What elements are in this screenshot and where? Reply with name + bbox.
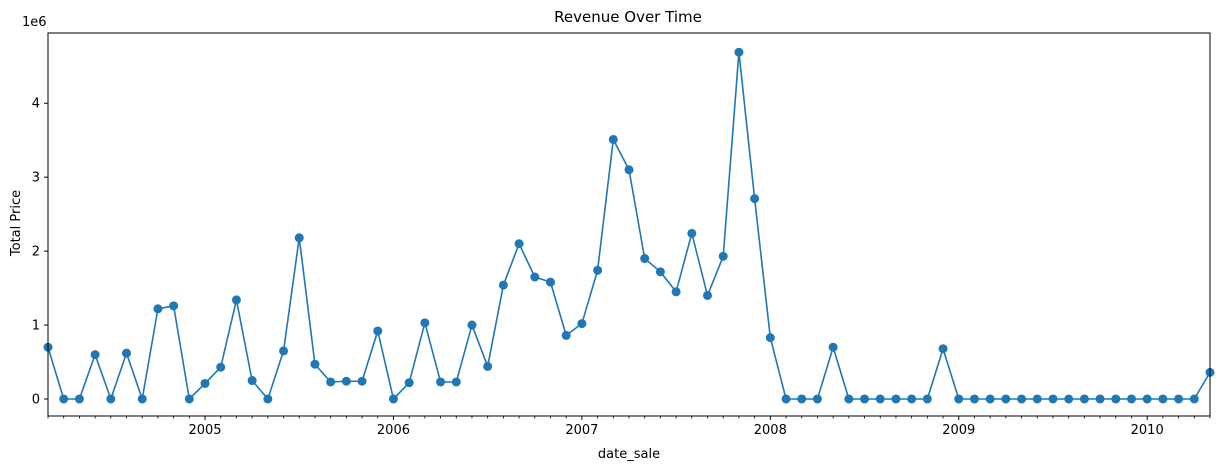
data-point <box>326 377 336 387</box>
x-axis-ticks: 2005 2006 2007 2008 2009 2010 <box>47 416 1211 438</box>
data-point <box>907 394 917 404</box>
data-point <box>59 394 69 404</box>
plot-area <box>43 47 1215 404</box>
data-point <box>231 295 241 305</box>
x-tick-label: 2010 <box>1131 423 1164 438</box>
data-point <box>734 47 744 57</box>
y-tick-label: 4 <box>32 97 40 112</box>
data-point <box>1189 394 1199 404</box>
data-point <box>1079 394 1089 404</box>
data-point <box>388 394 398 404</box>
data-point <box>1174 394 1184 404</box>
data-point <box>137 394 147 404</box>
x-tick-label: 2009 <box>942 423 975 438</box>
data-point <box>954 394 964 404</box>
data-point <box>498 280 508 290</box>
data-point <box>436 377 446 387</box>
data-point <box>891 394 901 404</box>
data-point <box>781 394 791 404</box>
data-point <box>74 394 84 404</box>
data-point <box>341 376 351 386</box>
data-point <box>655 267 665 277</box>
data-point <box>467 320 477 330</box>
data-point <box>860 394 870 404</box>
data-point <box>577 319 587 329</box>
data-point <box>844 394 854 404</box>
data-point <box>985 394 995 404</box>
data-point <box>1017 394 1027 404</box>
data-point <box>153 304 163 314</box>
data-point <box>514 239 524 249</box>
data-point <box>1126 394 1136 404</box>
plot-frame <box>47 32 1211 417</box>
data-point <box>1048 394 1058 404</box>
data-point <box>671 287 681 297</box>
data-point <box>1158 394 1168 404</box>
data-point <box>373 326 383 336</box>
data-point <box>263 394 273 404</box>
data-point <box>938 344 948 354</box>
data-point <box>1064 394 1074 404</box>
data-point <box>451 377 461 387</box>
data-point <box>640 254 650 264</box>
data-point <box>90 350 100 360</box>
data-point <box>1095 394 1105 404</box>
y-tick-label: 3 <box>32 171 40 186</box>
data-point <box>561 330 571 340</box>
data-point <box>718 251 728 261</box>
data-point <box>750 194 760 204</box>
data-point <box>420 318 430 328</box>
data-point <box>624 165 634 175</box>
x-tick-label: 2005 <box>188 423 221 438</box>
data-point <box>483 361 493 371</box>
data-point <box>1142 394 1152 404</box>
data-point <box>294 233 304 243</box>
y-tick-label: 1 <box>32 319 40 334</box>
data-point <box>1032 394 1042 404</box>
data-point <box>922 394 932 404</box>
data-point <box>593 265 603 275</box>
data-point <box>310 359 320 369</box>
chart-title: Revenue Over Time <box>554 8 702 26</box>
data-point <box>169 301 179 311</box>
x-tick-label: 2008 <box>754 423 787 438</box>
data-point <box>200 378 210 388</box>
x-axis-label: date_sale <box>598 447 660 462</box>
data-point <box>530 272 540 282</box>
data-point <box>969 394 979 404</box>
data-point <box>765 333 775 343</box>
y-axis-ticks: 0 1 2 3 4 <box>32 97 48 407</box>
data-point <box>687 228 697 238</box>
data-point <box>545 277 555 287</box>
series-line <box>47 52 1211 402</box>
y-tick-label: 0 <box>32 392 40 407</box>
data-point <box>828 342 838 352</box>
y-offset-text: 1e6 <box>22 15 47 30</box>
data-point <box>812 394 822 404</box>
data-point <box>247 376 257 386</box>
y-axis-label: Total Price <box>9 190 24 257</box>
data-point <box>279 346 289 356</box>
data-point <box>797 394 807 404</box>
data-point <box>1001 394 1011 404</box>
x-tick-label: 2006 <box>377 423 410 438</box>
x-tick-label: 2007 <box>565 423 598 438</box>
data-point <box>608 134 618 144</box>
data-point <box>184 394 194 404</box>
data-point <box>122 348 132 358</box>
data-point <box>216 362 226 372</box>
data-point <box>404 378 414 388</box>
data-point <box>357 376 367 386</box>
data-point <box>106 394 116 404</box>
data-point <box>875 394 885 404</box>
data-point <box>703 290 713 300</box>
data-point <box>1111 394 1121 404</box>
y-tick-label: 2 <box>32 245 40 260</box>
